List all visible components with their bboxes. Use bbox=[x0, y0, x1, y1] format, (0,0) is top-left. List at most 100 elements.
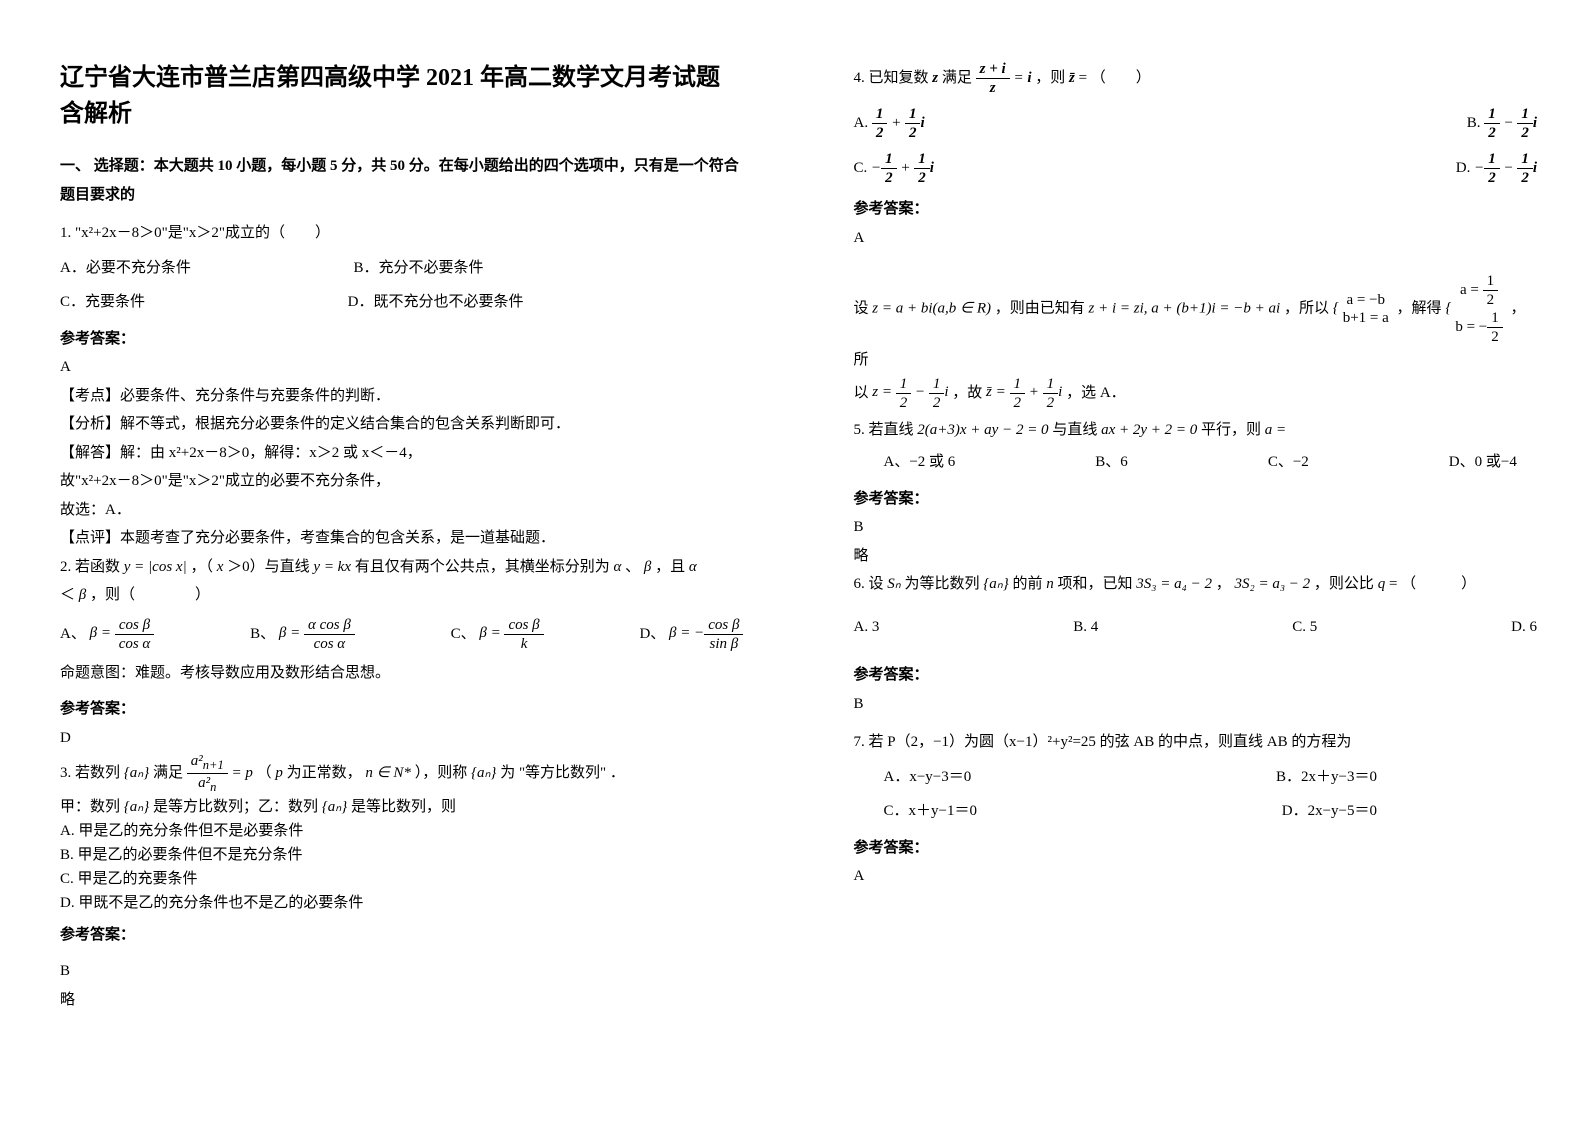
q4-opts-row1: A. 12 + 12i B. 12 − 12i bbox=[854, 105, 1538, 142]
q4-answer-label: 参考答案： bbox=[854, 195, 1538, 224]
q5-answer-label: 参考答案： bbox=[854, 485, 1538, 514]
q1-sol-2: 【分析】解不等式，根据充分必要条件的定义结合集合的包含关系判断即可． bbox=[60, 410, 744, 439]
q4-s1: 设 bbox=[854, 300, 873, 316]
q4-zbar-val: z̄ = 12 + 12i bbox=[986, 384, 1062, 400]
q1-sol-5: 故选：A． bbox=[60, 496, 744, 525]
q2-t8: ，则（ ） bbox=[90, 587, 210, 603]
q3-brief: 略 bbox=[60, 986, 744, 1015]
q6-f1: Sₙ bbox=[887, 576, 900, 592]
q5-options: A、−2 或 6 B、6 C、−2 D、0 或−4 bbox=[884, 448, 1538, 477]
q6-t3: 的前 bbox=[1013, 576, 1043, 592]
q5-brief: 略 bbox=[854, 542, 1538, 571]
q2-b-pre: B、 bbox=[250, 625, 275, 641]
q4-sol-line1: 设 z = a + bi(a,b ∈ R) ，则由已知有 z + i = zi,… bbox=[854, 272, 1538, 375]
q5-f1: 2(a+3)x + ay − 2 = 0 bbox=[917, 422, 1048, 438]
q1-sol-4: 故"x²+2x－8＞0"是"x＞2"成立的必要不充分条件， bbox=[60, 467, 744, 496]
q2-c-pre: C、 bbox=[451, 625, 476, 641]
q3-frac: a²n+1a²n = p bbox=[187, 765, 253, 781]
q5-opt-a: A、−2 或 6 bbox=[884, 448, 956, 477]
q6-f2: {aₙ} bbox=[983, 576, 1008, 592]
q5-t3: 平行，则 bbox=[1201, 422, 1261, 438]
q3-f6: {aₙ} bbox=[322, 799, 347, 815]
q4-opt-c: C. −12 + 12i bbox=[854, 150, 934, 187]
q5-opt-d: D、0 或−4 bbox=[1449, 448, 1517, 477]
q4-s8: ，选 A． bbox=[1066, 384, 1126, 400]
q4-sf1: z = a + bi(a,b ∈ R) bbox=[872, 300, 991, 316]
q7-opt-a: A．x−y−3＝0 bbox=[884, 763, 972, 792]
q3-t7: 甲：数列 bbox=[60, 799, 120, 815]
q2-answer: D bbox=[60, 724, 744, 753]
q3-t6: 为 "等方比数列" ． bbox=[500, 765, 625, 781]
q2-t4: 有且仅有两个公共点，其横坐标分别为 bbox=[355, 559, 610, 575]
q5-answer: B bbox=[854, 513, 1538, 542]
q3-t2: 满足 bbox=[153, 765, 183, 781]
q1-sol-6: 【点评】本题考查了充分必要条件，考查集合的包含关系，是一道基础题． bbox=[60, 524, 744, 553]
q3-t5: ），则称 bbox=[415, 765, 468, 781]
q1-options-row2: C．充要条件 D．既不充分也不必要条件 bbox=[60, 288, 744, 317]
right-column: 4. 已知复数 z 满足 z + iz = i ，则 z̄ = （ ） A. 1… bbox=[794, 0, 1587, 1122]
q1-opt-b: B．充分不必要条件 bbox=[353, 254, 483, 283]
q2-answer-label: 参考答案： bbox=[60, 695, 744, 724]
q4-t3: ，则 bbox=[1035, 70, 1065, 86]
q4-f2: z̄ bbox=[1069, 70, 1075, 86]
q2-options: A、 β = cos βcos α B、 β = α cos βcos α C、… bbox=[60, 616, 744, 653]
q1-sol-3: 【解答】解：由 x²+2x－8＞0，解得：x＞2 或 x＜－4， bbox=[60, 439, 744, 468]
q2-b-f: β = α cos βcos α bbox=[279, 625, 355, 641]
q4-answer: A bbox=[854, 224, 1538, 253]
q5-opt-c: C、−2 bbox=[1268, 448, 1309, 477]
q5-t1: 5. 若直线 bbox=[854, 422, 914, 438]
q7-opts-row1: A．x−y−3＝0 B．2x＋y−3＝0 bbox=[854, 763, 1538, 792]
q4-opt-a: A. 12 + 12i bbox=[854, 105, 925, 142]
q4-opt-b: B. 12 − 12i bbox=[1467, 105, 1537, 142]
q7-answer: A bbox=[854, 862, 1538, 891]
q4-t4: = （ ） bbox=[1079, 70, 1151, 86]
q4-stem: 4. 已知复数 z 满足 z + iz = i ，则 z̄ = （ ） bbox=[854, 60, 1538, 97]
q4-s3: ，所以 bbox=[1284, 300, 1333, 316]
q5-t2: 与直线 bbox=[1052, 422, 1097, 438]
q4-sf2: z + i = zi, a + (b+1)i = −b + ai bbox=[1089, 300, 1281, 316]
q6-t2: 为等比数列 bbox=[905, 576, 980, 592]
q2-f5: β bbox=[644, 559, 651, 575]
q6-opt-a: A. 3 bbox=[854, 613, 880, 642]
q2-c-f: β = cos βk bbox=[479, 625, 543, 641]
q2-opt-a: A、 β = cos βcos α bbox=[60, 616, 154, 653]
q4-opts-row2: C. −12 + 12i D. −12 − 12i bbox=[854, 150, 1538, 187]
q4-sol-line2: 以 z = 12 − 12i ，故 z̄ = 12 + 12i ，选 A． bbox=[854, 375, 1538, 412]
q1-sol-1: 【考点】必要条件、充分条件与充要条件的判断． bbox=[60, 382, 744, 411]
q2-t3: ＞0）与直线 bbox=[227, 559, 310, 575]
q3-opt-c: C. 甲是乙的充要条件 bbox=[60, 867, 744, 891]
q6-f3: n bbox=[1046, 576, 1054, 592]
q2-stem-line1: 2. 若函数 y = |cos x| ，（ x ＞0）与直线 y = kx 有且… bbox=[60, 553, 744, 582]
q2-opt-b: B、 β = α cos βcos α bbox=[250, 616, 355, 653]
q4-solve: {a = 12b = −12 bbox=[1445, 300, 1506, 316]
q3-t8: 是等方比数列；乙：数列 bbox=[153, 799, 318, 815]
q6-t5: ， bbox=[1216, 576, 1231, 592]
q2-t1: 2. 若函数 bbox=[60, 559, 120, 575]
q7-opts-row2: C．x＋y−1＝0 D．2x−y−5＝0 bbox=[854, 797, 1538, 826]
q6-t7: = （ ） bbox=[1389, 576, 1476, 592]
q2-stem-line2: ＜ β ，则（ ） bbox=[60, 581, 744, 610]
q4-s7: ，故 bbox=[952, 384, 986, 400]
q6-f5: 3S₂ = a₃ − 2 bbox=[1234, 576, 1310, 592]
q6-answer-label: 参考答案： bbox=[854, 661, 1538, 690]
q5-f3: a = bbox=[1265, 422, 1286, 438]
q6-opt-d: D. 6 bbox=[1511, 613, 1537, 642]
q7-opt-c: C．x＋y−1＝0 bbox=[884, 797, 977, 826]
q2-t6: ，且 bbox=[655, 559, 685, 575]
q3-f4: {aₙ} bbox=[471, 765, 496, 781]
q2-f7: β bbox=[79, 587, 86, 603]
q2-t7: ＜ bbox=[60, 587, 75, 603]
q3-t4: 为正常数， bbox=[287, 765, 362, 781]
q3-opt-d: D. 甲既不是乙的充分条件也不是乙的必要条件 bbox=[60, 891, 744, 915]
q6-f4: 3S₃ = a₄ − 2 bbox=[1136, 576, 1212, 592]
q1-answer-label: 参考答案： bbox=[60, 325, 744, 354]
section-1-header: 一、 选择题：本大题共 10 小题，每小题 5 分，共 50 分。在每小题给出的… bbox=[60, 152, 744, 209]
q3-answer-label: 参考答案： bbox=[60, 923, 744, 947]
q2-a-f: β = cos βcos α bbox=[90, 625, 155, 641]
q5-stem: 5. 若直线 2(a+3)x + ay − 2 = 0 与直线 ax + 2y … bbox=[854, 416, 1538, 445]
page-title: 辽宁省大连市普兰店第四高级中学 2021 年高二数学文月考试题含解析 bbox=[60, 60, 744, 132]
q3-t3: （ bbox=[257, 765, 272, 781]
q6-t6: ，则公比 bbox=[1314, 576, 1374, 592]
q6-opt-b: B. 4 bbox=[1073, 613, 1098, 642]
q7-stem: 7. 若 P（2，−1）为圆（x−1）²+y²=25 的弦 AB 的中点，则直线… bbox=[854, 728, 1538, 757]
